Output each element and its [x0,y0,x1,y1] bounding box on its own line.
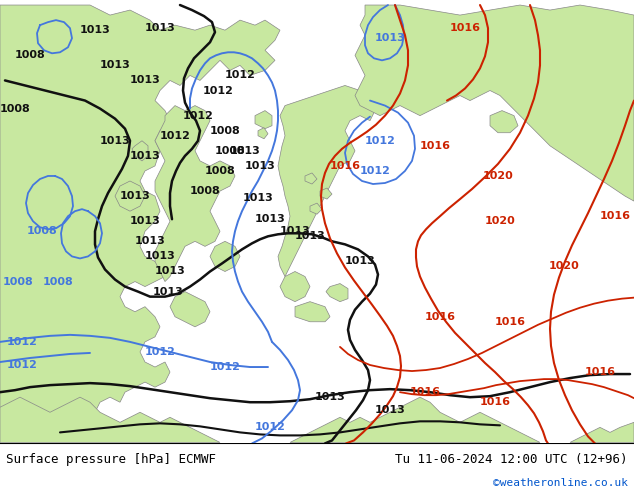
Polygon shape [210,242,240,271]
Text: 1013: 1013 [100,60,131,71]
Text: 1012: 1012 [202,85,233,96]
Polygon shape [278,85,375,276]
Text: 1016: 1016 [495,317,526,327]
Text: 1013: 1013 [345,256,375,267]
Text: 1008: 1008 [42,276,74,287]
Text: 1012: 1012 [359,166,391,176]
Text: 1013: 1013 [375,33,405,43]
Polygon shape [255,111,272,129]
Text: 1016: 1016 [479,397,510,407]
Polygon shape [0,397,220,442]
Text: 1013: 1013 [129,75,160,85]
Text: 1016: 1016 [585,367,616,377]
Text: 1013: 1013 [314,392,346,402]
Polygon shape [280,271,310,302]
Text: ©weatheronline.co.uk: ©weatheronline.co.uk [493,478,628,488]
Text: 1013: 1013 [145,251,176,262]
Text: 1013: 1013 [120,191,150,201]
Polygon shape [290,397,540,442]
Text: 1012: 1012 [183,111,214,121]
Text: 1012: 1012 [160,131,190,141]
Text: 1013: 1013 [155,267,185,276]
Polygon shape [115,181,145,211]
Polygon shape [155,105,235,282]
Text: 1013: 1013 [245,161,275,171]
Text: 1012: 1012 [6,337,37,347]
Polygon shape [258,128,268,139]
Polygon shape [305,173,317,184]
Text: Surface pressure [hPa] ECMWF: Surface pressure [hPa] ECMWF [6,453,216,466]
Text: 1020: 1020 [484,216,515,226]
Text: 1008: 1008 [0,103,30,114]
Text: Tu 11-06-2024 12:00 UTC (12+96): Tu 11-06-2024 12:00 UTC (12+96) [395,453,628,466]
Text: 1013: 1013 [129,216,160,226]
Text: 1012: 1012 [365,136,396,146]
Text: 1016: 1016 [425,312,455,322]
Text: 1013: 1013 [100,136,131,146]
Text: 1013: 1013 [280,226,311,236]
Text: 1013: 1013 [295,231,325,241]
Text: 1012: 1012 [210,362,240,372]
Text: 1008: 1008 [215,146,245,156]
Text: 1013: 1013 [243,193,273,203]
Text: 1016: 1016 [600,211,630,221]
Text: 1013: 1013 [375,405,405,415]
Polygon shape [320,188,332,199]
Text: 1012: 1012 [255,422,285,432]
Text: 1016: 1016 [450,23,481,33]
Text: 1013: 1013 [134,236,165,246]
Text: 1020: 1020 [482,171,514,181]
Text: 1013: 1013 [145,23,176,33]
Text: 1008: 1008 [190,186,221,196]
Text: 1016: 1016 [330,161,361,171]
Polygon shape [310,203,322,214]
Polygon shape [570,422,634,442]
Text: 1008: 1008 [27,226,57,236]
Polygon shape [326,284,348,302]
Text: 1013: 1013 [80,25,110,35]
Text: 1016: 1016 [420,141,451,151]
Polygon shape [490,111,518,133]
Text: 1008: 1008 [205,166,235,176]
Polygon shape [295,302,330,322]
Text: 1008: 1008 [210,126,240,136]
Text: 1013: 1013 [230,146,261,156]
Polygon shape [0,5,280,442]
Text: 1012: 1012 [224,71,256,80]
Polygon shape [355,5,634,201]
Polygon shape [170,292,210,327]
Polygon shape [132,141,148,161]
Text: 1013: 1013 [255,214,285,224]
Text: 1013: 1013 [129,151,160,161]
Text: 1008: 1008 [15,50,46,60]
Text: 1013: 1013 [153,287,183,296]
Text: 1012: 1012 [145,347,176,357]
Text: 1016: 1016 [410,387,441,397]
Text: 1020: 1020 [548,262,579,271]
Text: 1012: 1012 [6,360,37,370]
Text: 1008: 1008 [3,276,34,287]
